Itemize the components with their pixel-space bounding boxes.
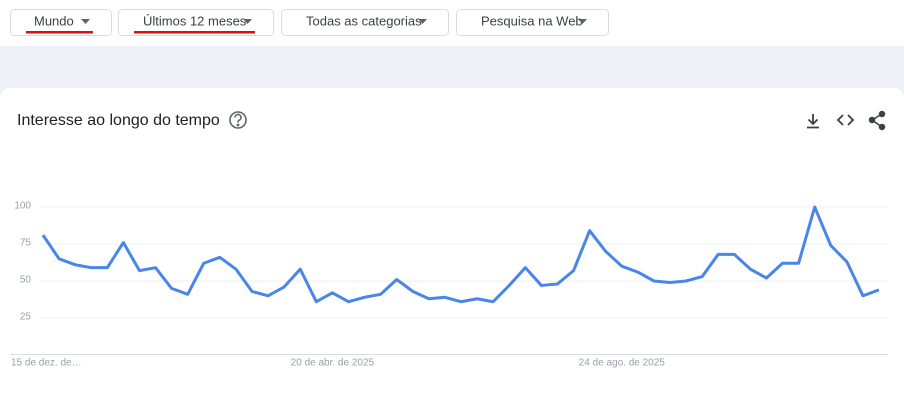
filter-bar: Mundo Últimos 12 meses Todas as categorias… — [10, 9, 609, 36]
embed-icon[interactable] — [836, 114, 855, 126]
filter-dropdown[interactable]: Pesquisa na Web — [456, 9, 609, 36]
share-icon[interactable] — [868, 110, 886, 131]
dropdown-arrow — [81, 19, 90, 24]
selection-underline — [26, 31, 93, 34]
help-icon[interactable] — [229, 111, 247, 129]
x-tick-label: 24 de ago. de 2025 — [579, 358, 666, 369]
chart-title: Interesse ao longo do tempo — [17, 112, 220, 129]
dropdown-arrow — [418, 19, 427, 24]
chart-card — [0, 88, 904, 415]
dropdown-label: Todas as categorias — [306, 13, 422, 28]
dropdown-box — [10, 9, 112, 36]
dropdown-arrow — [243, 19, 252, 24]
dropdown-box — [281, 9, 449, 36]
y-tick-label: 50 — [20, 275, 32, 286]
dropdown-box — [456, 9, 609, 36]
dropdown-label: Mundo — [34, 13, 74, 28]
x-tick-label: 20 de abr. de 2025 — [291, 358, 375, 369]
dropdown-arrow — [578, 19, 587, 24]
filter-dropdown[interactable]: Todas as categorias — [281, 9, 449, 36]
y-tick-label: 75 — [20, 238, 32, 249]
filter-dropdown[interactable]: Últimos 12 meses — [118, 9, 274, 36]
download-icon[interactable] — [807, 114, 819, 129]
x-tick-label: 15 de dez. de… — [11, 358, 82, 369]
selection-underline — [134, 31, 255, 34]
filter-dropdown[interactable]: Mundo — [10, 9, 112, 36]
data-line — [41, 205, 880, 304]
y-tick-label: 100 — [14, 201, 31, 212]
dropdown-box — [118, 9, 274, 36]
dropdown-label: Últimos 12 meses — [143, 13, 247, 28]
y-tick-label: 25 — [20, 312, 32, 323]
dropdown-label: Pesquisa na Web — [481, 13, 583, 28]
